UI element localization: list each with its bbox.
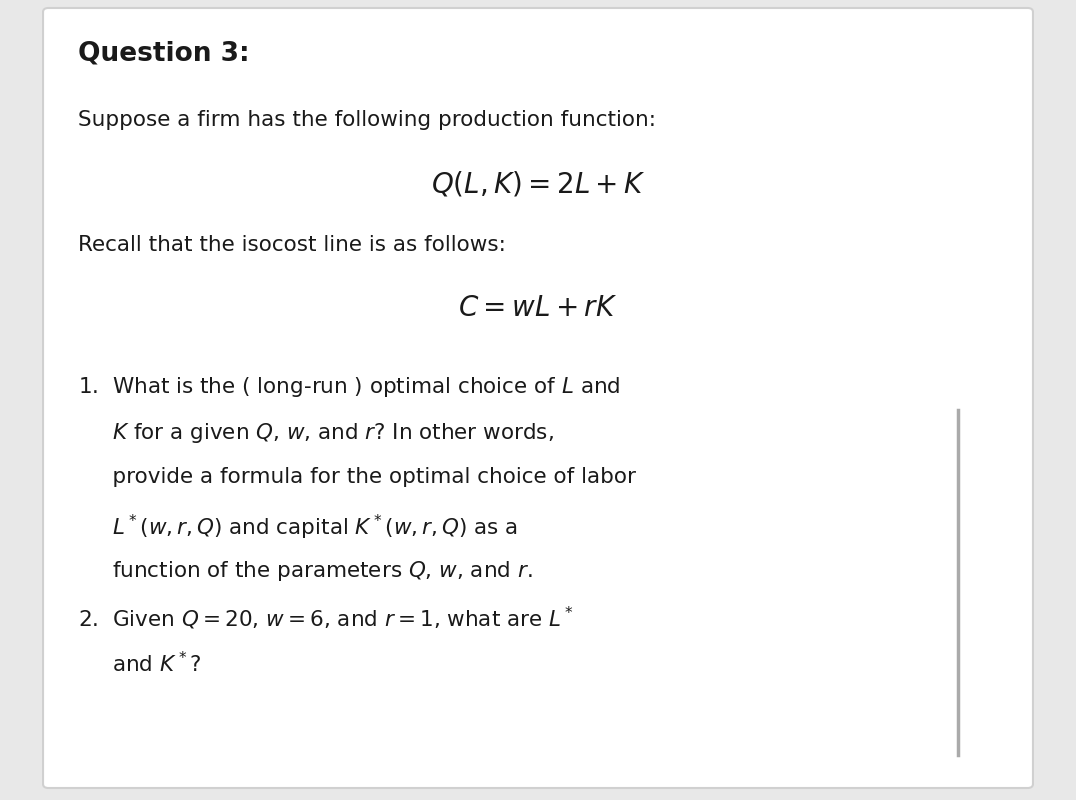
- Text: 1.  What is the ( long-run ) optimal choice of $L$ and: 1. What is the ( long-run ) optimal choi…: [77, 375, 621, 399]
- Text: provide a formula for the optimal choice of labor: provide a formula for the optimal choice…: [77, 467, 636, 487]
- Text: function of the parameters $Q$, $w$, and $r$.: function of the parameters $Q$, $w$, and…: [77, 559, 533, 583]
- Text: and $K^*$?: and $K^*$?: [77, 651, 201, 676]
- Text: Question 3:: Question 3:: [77, 40, 250, 66]
- Text: Recall that the isocost line is as follows:: Recall that the isocost line is as follo…: [77, 235, 506, 255]
- Text: Suppose a firm has the following production function:: Suppose a firm has the following product…: [77, 110, 656, 130]
- Text: $C = wL + rK$: $C = wL + rK$: [458, 295, 618, 322]
- Text: $Q(L, K) = 2L + K$: $Q(L, K) = 2L + K$: [430, 170, 646, 199]
- Text: $L^*(w, r, Q)$ and capital $K^*(w, r, Q)$ as a: $L^*(w, r, Q)$ and capital $K^*(w, r, Q)…: [77, 513, 518, 542]
- Text: $K$ for a given $Q$, $w$, and $r$? In other words,: $K$ for a given $Q$, $w$, and $r$? In ot…: [77, 421, 554, 445]
- Text: 2.  Given $Q = 20$, $w = 6$, and $r = 1$, what are $L^*$: 2. Given $Q = 20$, $w = 6$, and $r = 1$,…: [77, 605, 575, 632]
